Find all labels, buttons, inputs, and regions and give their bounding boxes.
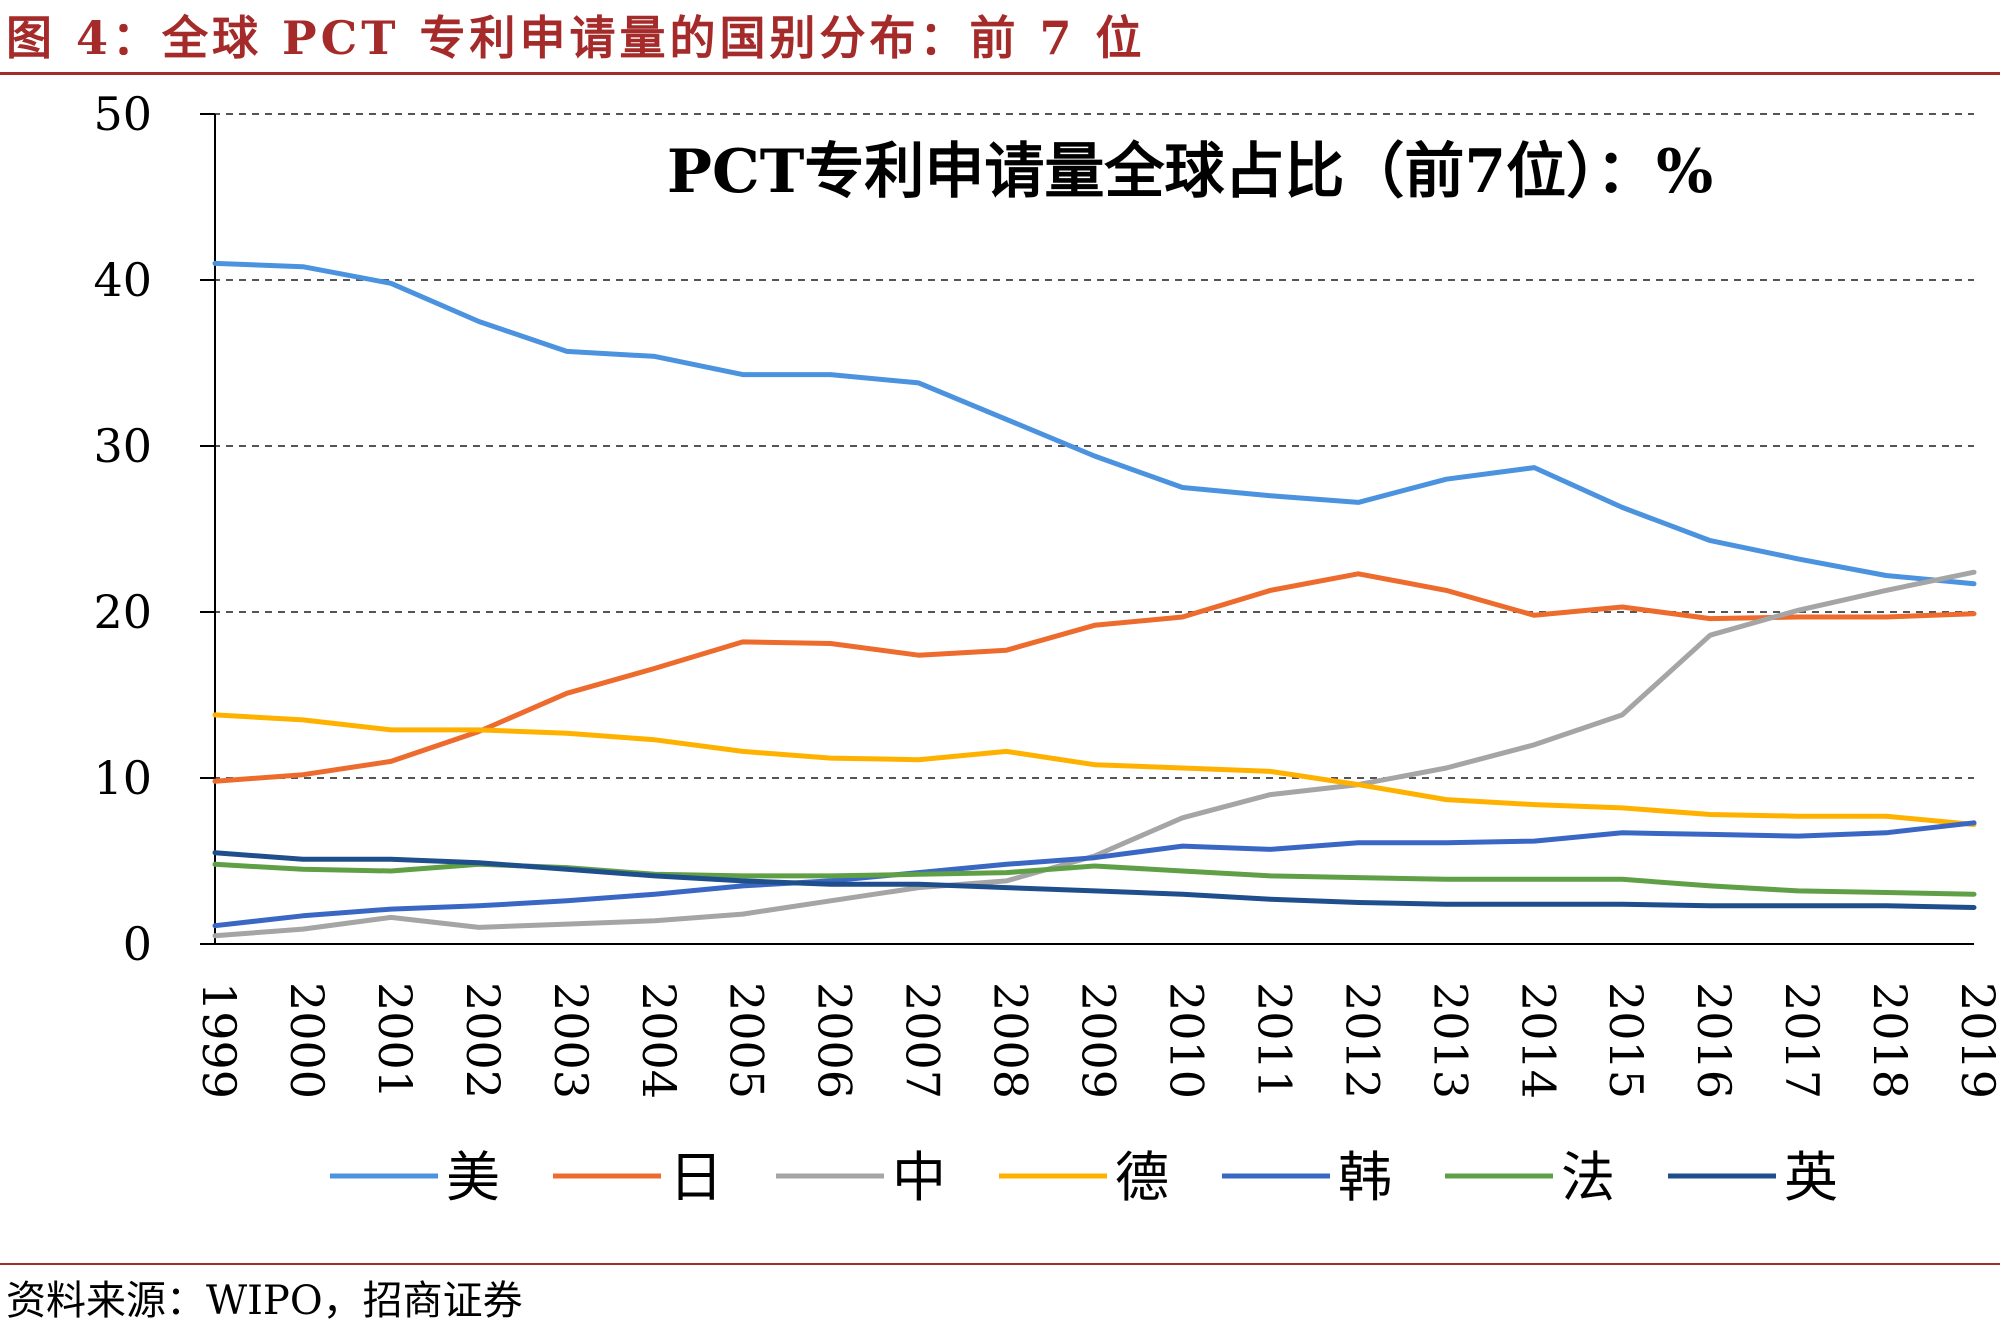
series-line-0	[212, 260, 1977, 587]
series-line-3	[212, 712, 1977, 827]
legend-label: 德	[1115, 1146, 1169, 1209]
axes	[200, 113, 1974, 945]
legend-label: 美	[446, 1146, 500, 1209]
x-tick-label: 2005	[720, 982, 774, 1099]
x-tick-label: 2003	[544, 982, 598, 1099]
y-tick-label: 40	[93, 253, 152, 307]
series-line-4	[212, 820, 1977, 929]
x-tick-label: 2002	[456, 982, 510, 1099]
title-divider	[0, 72, 2000, 75]
legend-label: 法	[1561, 1146, 1615, 1209]
figure-title: 图 4：全球 PCT 专利申请量的国别分布：前 7 位	[6, 11, 1146, 65]
series-line-6	[212, 850, 1977, 910]
legend-label: 中	[892, 1146, 946, 1209]
x-tick-label: 2017	[1775, 982, 1829, 1099]
y-tick-label: 50	[93, 87, 152, 141]
x-tick-label: 2009	[1072, 982, 1126, 1099]
x-tick-label: 2013	[1423, 982, 1477, 1099]
gridlines	[200, 113, 1974, 779]
x-tick-label: 2019	[1951, 982, 2000, 1099]
x-tick-label: 2004	[632, 982, 686, 1099]
source-note: 资料来源：WIPO，招商证券	[6, 1278, 523, 1324]
x-tick-label: 2015	[1599, 982, 1653, 1099]
y-tick-label: 30	[93, 419, 152, 473]
y-tick-label: 0	[123, 917, 152, 971]
x-tick-label: 2010	[1159, 982, 1213, 1099]
x-tick-label: 2001	[368, 982, 422, 1099]
legend-label: 日	[669, 1146, 723, 1209]
legend: 美日中德韩法英	[330, 1146, 1838, 1209]
x-tick-label: 1999	[192, 982, 246, 1099]
x-tick-label: 2018	[1863, 982, 1917, 1099]
x-tick-label: 2011	[1247, 982, 1301, 1099]
y-tick-label: 10	[93, 751, 152, 805]
x-tick-label: 2016	[1687, 982, 1741, 1099]
x-tick-label: 2014	[1511, 982, 1565, 1099]
chart-title: PCT专利申请量全球占比（前7位）：%	[667, 137, 1713, 207]
source-divider	[0, 1263, 2000, 1265]
x-tick-label: 2007	[896, 982, 950, 1099]
x-tick-label: 2000	[280, 982, 334, 1099]
y-tick-label: 20	[93, 585, 152, 639]
series-line-1	[212, 571, 1977, 784]
x-tick-label: 2008	[984, 982, 1038, 1099]
series-lines	[212, 260, 1977, 939]
legend-label: 韩	[1338, 1146, 1392, 1209]
legend-label: 英	[1784, 1146, 1838, 1209]
x-tick-label: 2006	[808, 982, 862, 1099]
y-tick-labels: 0 10 20 30 40 50	[93, 87, 152, 971]
x-tick-label: 2012	[1335, 982, 1389, 1099]
x-tick-labels: 1999 2000 2001 2002 2003 2004 2005 2006 2007 2008…	[192, 982, 2000, 1099]
